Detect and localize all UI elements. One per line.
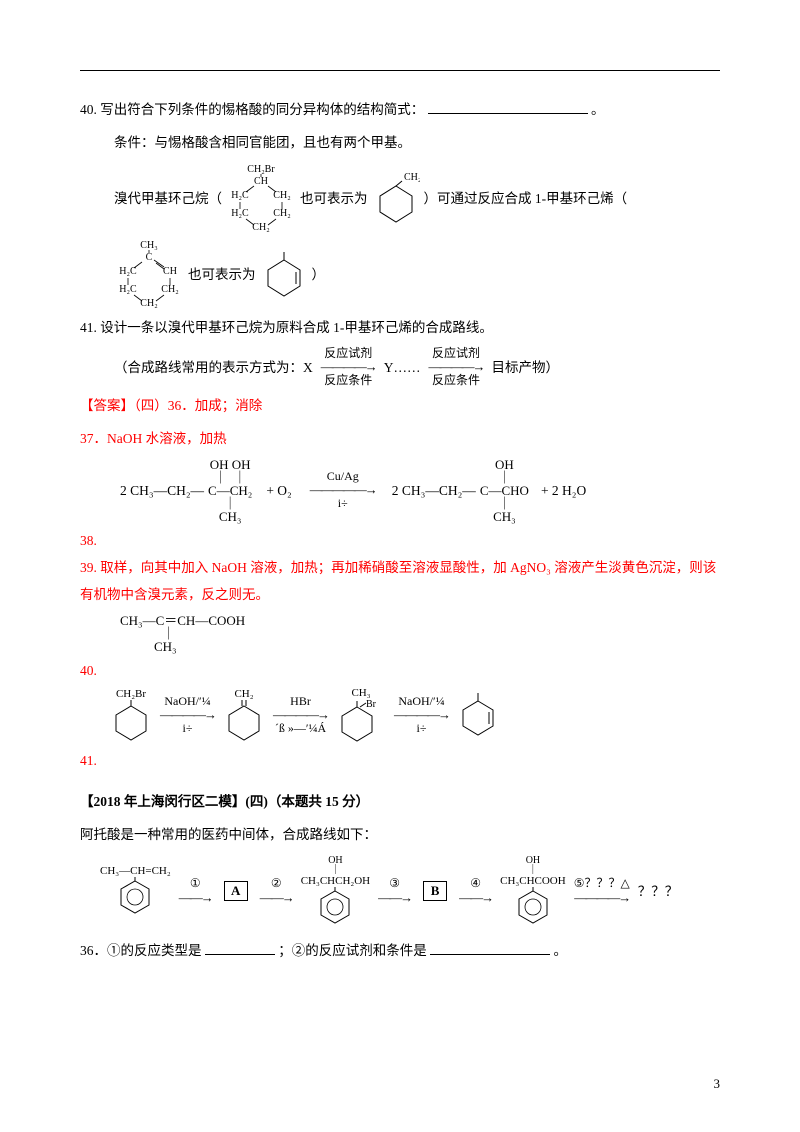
q41-syn: （合成路线常用的表示方式为：X 反应试剂 ————→ 反应条件 Y…… 反应试剂…: [80, 347, 720, 388]
svg-text:CH₂Br: CH₂Br: [404, 172, 420, 183]
svg-text:CH: CH: [254, 176, 268, 187]
a39-text: 取样，向其中加入 NaOH 溶液，加热；再加稀硝酸至溶液显酸性，加 AgNO₃ …: [80, 560, 716, 602]
p2-a1: ①——→: [179, 877, 212, 904]
cyclohexene-skeletal: [260, 246, 308, 302]
q41-syn-a: （合成路线常用的表示方式为：X: [114, 354, 313, 381]
part2-intro: 阿托酸是一种常用的医药中间体，合成路线如下：: [80, 821, 720, 848]
route-a1: NaOH/′¼ ————→ i÷: [160, 695, 215, 736]
route-s3: CH₃ Br: [336, 688, 386, 743]
p2-end: ？？？: [638, 878, 679, 905]
svg-text:CH₃: CH₃: [140, 240, 157, 251]
eq38-c-right: OH ｜ C—CHO ｜ CH₃: [480, 458, 529, 523]
q36-a: 36．①的反应类型是: [80, 943, 202, 958]
eq38-arrow: Cu/Ag —————→ i÷: [310, 470, 376, 511]
p2-a4: ④——→: [459, 877, 492, 904]
q36-end: 。: [554, 943, 568, 958]
answer-41-route: CH₂Br NaOH/′¼ ————→ i÷ CH₂ HBr ————→ ´ß …: [110, 688, 720, 743]
close-paren: ）: [312, 261, 326, 288]
q40-text-a: 写出符合下列条件的惕格酸的同分异构体的结构简式：: [100, 102, 424, 117]
cyclohexane-expanded-1: CH₂Br CH H₂C CH₂ H₂C CH₂ CH₂: [226, 162, 296, 234]
q40-line-a: 溴代甲基环己烷（: [114, 185, 222, 212]
q41-num: 41.: [80, 320, 97, 335]
answer-40-struct: CH₃—C＝CH—COOH ｜ CH₃: [120, 614, 720, 653]
q36-blank2[interactable]: [430, 941, 550, 955]
svg-text:CH₂: CH₂: [161, 284, 178, 295]
eq38-c-left: OH OH ｜ ｜ C—CH₂ ｜ CH₃: [208, 458, 252, 523]
arrow-1: 反应试剂 ————→ 反应条件: [321, 347, 376, 388]
q40-struct-line2: CH₃ C H₂C CH H₂C CH₂ CH₂ 也可表示为 ）: [80, 238, 720, 310]
q41-mid: Y……: [384, 354, 421, 381]
a39-num: 39.: [80, 560, 97, 575]
svg-text:CH₂Br: CH₂Br: [247, 164, 275, 175]
q36-blank1[interactable]: [205, 941, 275, 955]
box-a: A: [224, 881, 248, 901]
svg-text:H₂C: H₂C: [119, 284, 137, 295]
eq38-water: + 2 H₂O: [541, 477, 586, 504]
q40: 40. 写出符合下列条件的惕格酸的同分异构体的结构简式： 。: [80, 96, 720, 123]
p2-a3: ③——→: [378, 877, 411, 904]
eq38-lhs-a: 2 CH₃—CH₂—: [120, 477, 204, 504]
q40-line-c: ）可通过反应合成 1-甲基环己烯（: [424, 185, 628, 212]
route-a3: NaOH/′¼ ————→ i÷: [394, 695, 449, 736]
answer-37: 37．NaOH 水溶液，加热: [80, 425, 720, 452]
q40-line-b: 也可表示为: [300, 185, 368, 212]
route-s1: CH₂Br: [110, 689, 152, 742]
answer-36: 【答案】（四）36．加成；消除: [80, 392, 720, 419]
q40-num: 40.: [80, 102, 97, 117]
q41-text: 设计一条以溴代甲基环己烷为原料合成 1-甲基环己烯的合成路线。: [100, 320, 493, 335]
svg-text:CH₂: CH₂: [252, 222, 269, 233]
q41: 41. 设计一条以溴代甲基环己烷为原料合成 1-甲基环己烯的合成路线。: [80, 314, 720, 341]
answer-38-num: 38.: [80, 527, 720, 554]
q36: 36．①的反应类型是 ；②的反应试剂和条件是 。: [80, 937, 720, 964]
answer-40-num: 40.: [80, 657, 720, 684]
box-b: B: [423, 881, 447, 901]
route-s4: [457, 691, 499, 739]
q40-end: 。: [591, 102, 605, 117]
p2-a2: ②——→: [260, 877, 293, 904]
page-number: 3: [714, 1071, 721, 1097]
q40-line-d: 也可表示为: [188, 261, 256, 288]
part2-title: 【2018 年上海闵行区二模】(四)（本题共 15 分）: [80, 788, 720, 815]
q40-blank[interactable]: [428, 101, 588, 115]
p2-s3: OH ｜ CH₃CHCOOH: [500, 856, 566, 927]
route-a2: HBr ————→ ´ß »—′¼Á: [273, 695, 328, 736]
svg-text:Br: Br: [366, 699, 377, 710]
a40-struct: CH₃—C＝CH—COOH ｜ CH₃: [120, 614, 245, 653]
arrow-2: 反应试剂 ————→ 反应条件: [429, 347, 484, 388]
q40-cond: 条件：与惕格酸含相同官能团，且也有两个甲基。: [80, 129, 720, 156]
top-rule: [80, 70, 720, 71]
svg-text:CH₂: CH₂: [140, 298, 157, 309]
answer-39: 39. 取样，向其中加入 NaOH 溶液，加热；再加稀硝酸至溶液显酸性，加 Ag…: [80, 554, 720, 608]
svg-text:C: C: [146, 252, 153, 263]
p2-s2: OH ｜ CH₃CHCH₂OH: [301, 856, 370, 927]
svg-text:CH₂: CH₂: [273, 208, 290, 219]
p2-a5: ⑤？？？△————→: [574, 877, 630, 904]
part2-route: CH₃—CH=CH₂ ①——→ A ②——→ OH ｜ CH₃CHCH₂OH ③…: [100, 856, 720, 927]
cyclohexane-skeletal-1: CH₂Br: [372, 170, 420, 226]
q40-struct-line1: 溴代甲基环己烷（ CH₂Br CH H₂C CH₂ H₂C CH₂ CH₂ 也可…: [80, 162, 720, 234]
cyclohexene-expanded: CH₃ C H₂C CH H₂C CH₂ CH₂: [114, 238, 184, 310]
route-s2: CH₂: [223, 689, 265, 742]
q36-b: ；②的反应试剂和条件是: [278, 943, 427, 958]
svg-text:H₂C: H₂C: [231, 208, 249, 219]
eq38-rhs-a: 2 CH₃—CH₂—: [392, 477, 476, 504]
svg-text:CH: CH: [163, 266, 177, 277]
answer-41-num: 41.: [80, 747, 720, 774]
q41-target: 目标产物）: [492, 354, 560, 381]
answer-38-eq: 2 CH₃—CH₂— OH OH ｜ ｜ C—CH₂ ｜ CH₃ + O₂ Cu…: [120, 458, 720, 523]
p2-s1: CH₃—CH=CH₂: [100, 866, 171, 917]
eq38-plus: + O₂: [266, 477, 291, 504]
